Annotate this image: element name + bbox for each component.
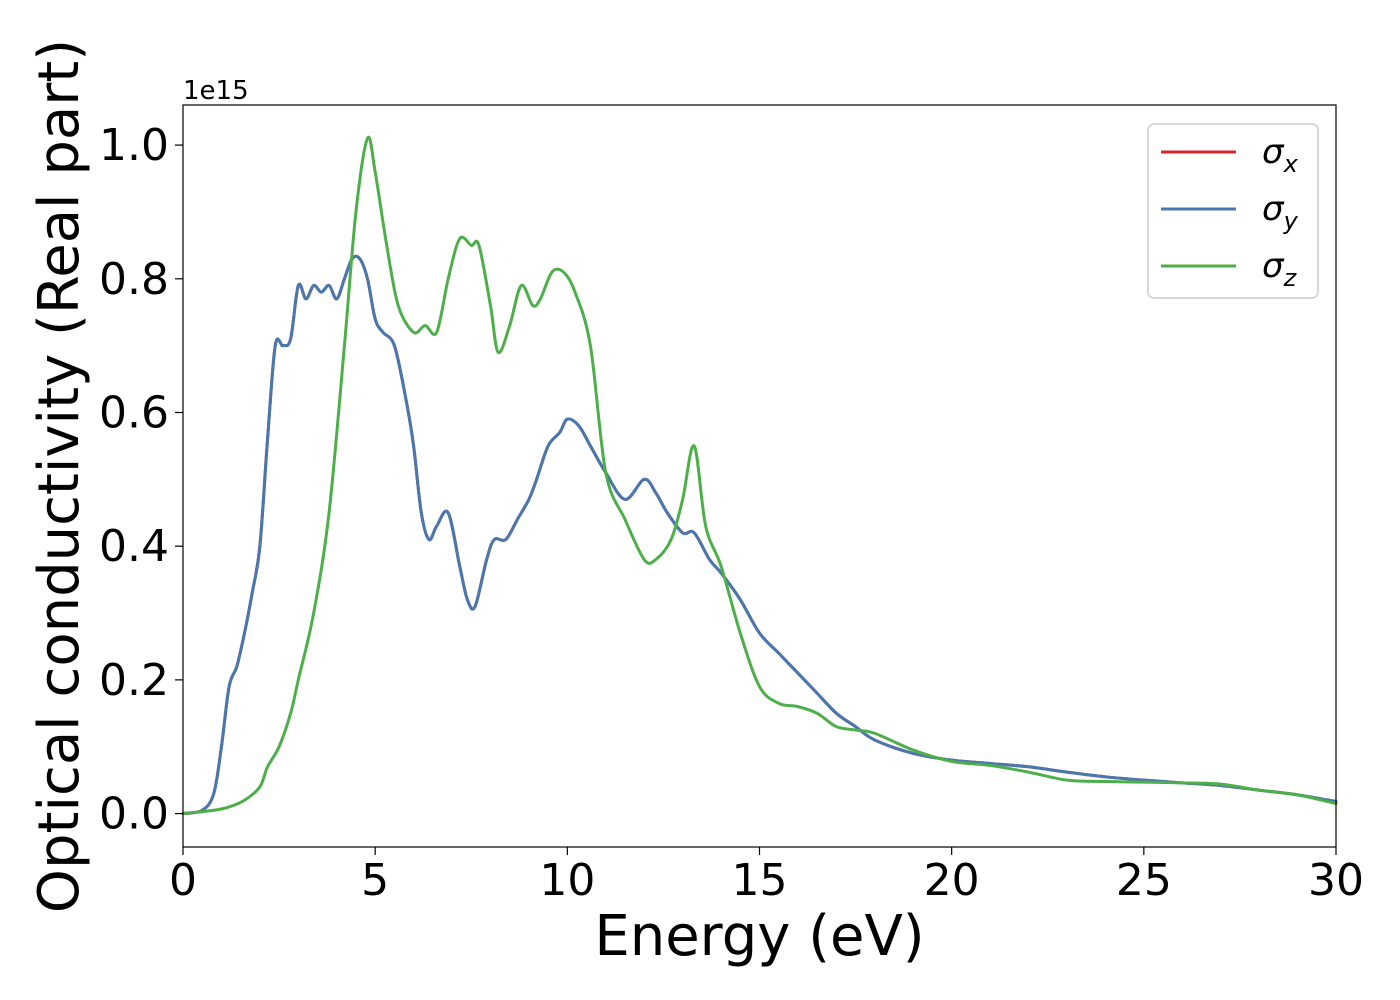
x-tick-label: 30 xyxy=(1308,855,1364,906)
legend-label-sigma-y: σy xyxy=(1262,189,1299,235)
y-tick-label: 0.4 xyxy=(99,521,169,572)
y-axis-title: Optical conductivity (Real part) xyxy=(27,39,92,913)
y-tick-label: 1.0 xyxy=(99,120,169,171)
y-tick-label: 0.6 xyxy=(99,387,169,438)
x-tick-label: 10 xyxy=(539,855,595,906)
legend-box xyxy=(1147,123,1319,299)
x-tick-label: 0 xyxy=(169,855,197,906)
x-tick-label: 5 xyxy=(361,855,389,906)
series-line-sigma-y xyxy=(181,254,1338,816)
x-axis-ticks: 0 5 10 15 20 25 30 xyxy=(169,847,1364,906)
x-tick-label: 25 xyxy=(1116,855,1172,906)
y-tick-label: 0.2 xyxy=(99,655,169,706)
y-tick-label: 0.0 xyxy=(99,789,169,840)
plot-area xyxy=(183,105,1336,847)
legend-label-sigma-x: σx xyxy=(1262,132,1299,178)
series-layer xyxy=(181,135,1338,816)
y-tick-label: 0.8 xyxy=(99,254,169,305)
x-axis-title: Energy (eV) xyxy=(594,904,924,969)
x-tick-label: 15 xyxy=(732,855,788,906)
legend-label-sigma-z: σz xyxy=(1262,246,1298,292)
y-offset-label: 1e15 xyxy=(183,76,249,106)
legend: σx σy σz xyxy=(1147,123,1319,299)
y-axis-ticks: 0.0 0.2 0.4 0.6 0.8 1.0 xyxy=(99,120,183,840)
x-tick-label: 20 xyxy=(924,855,980,906)
series-line-sigma-z xyxy=(181,135,1338,816)
